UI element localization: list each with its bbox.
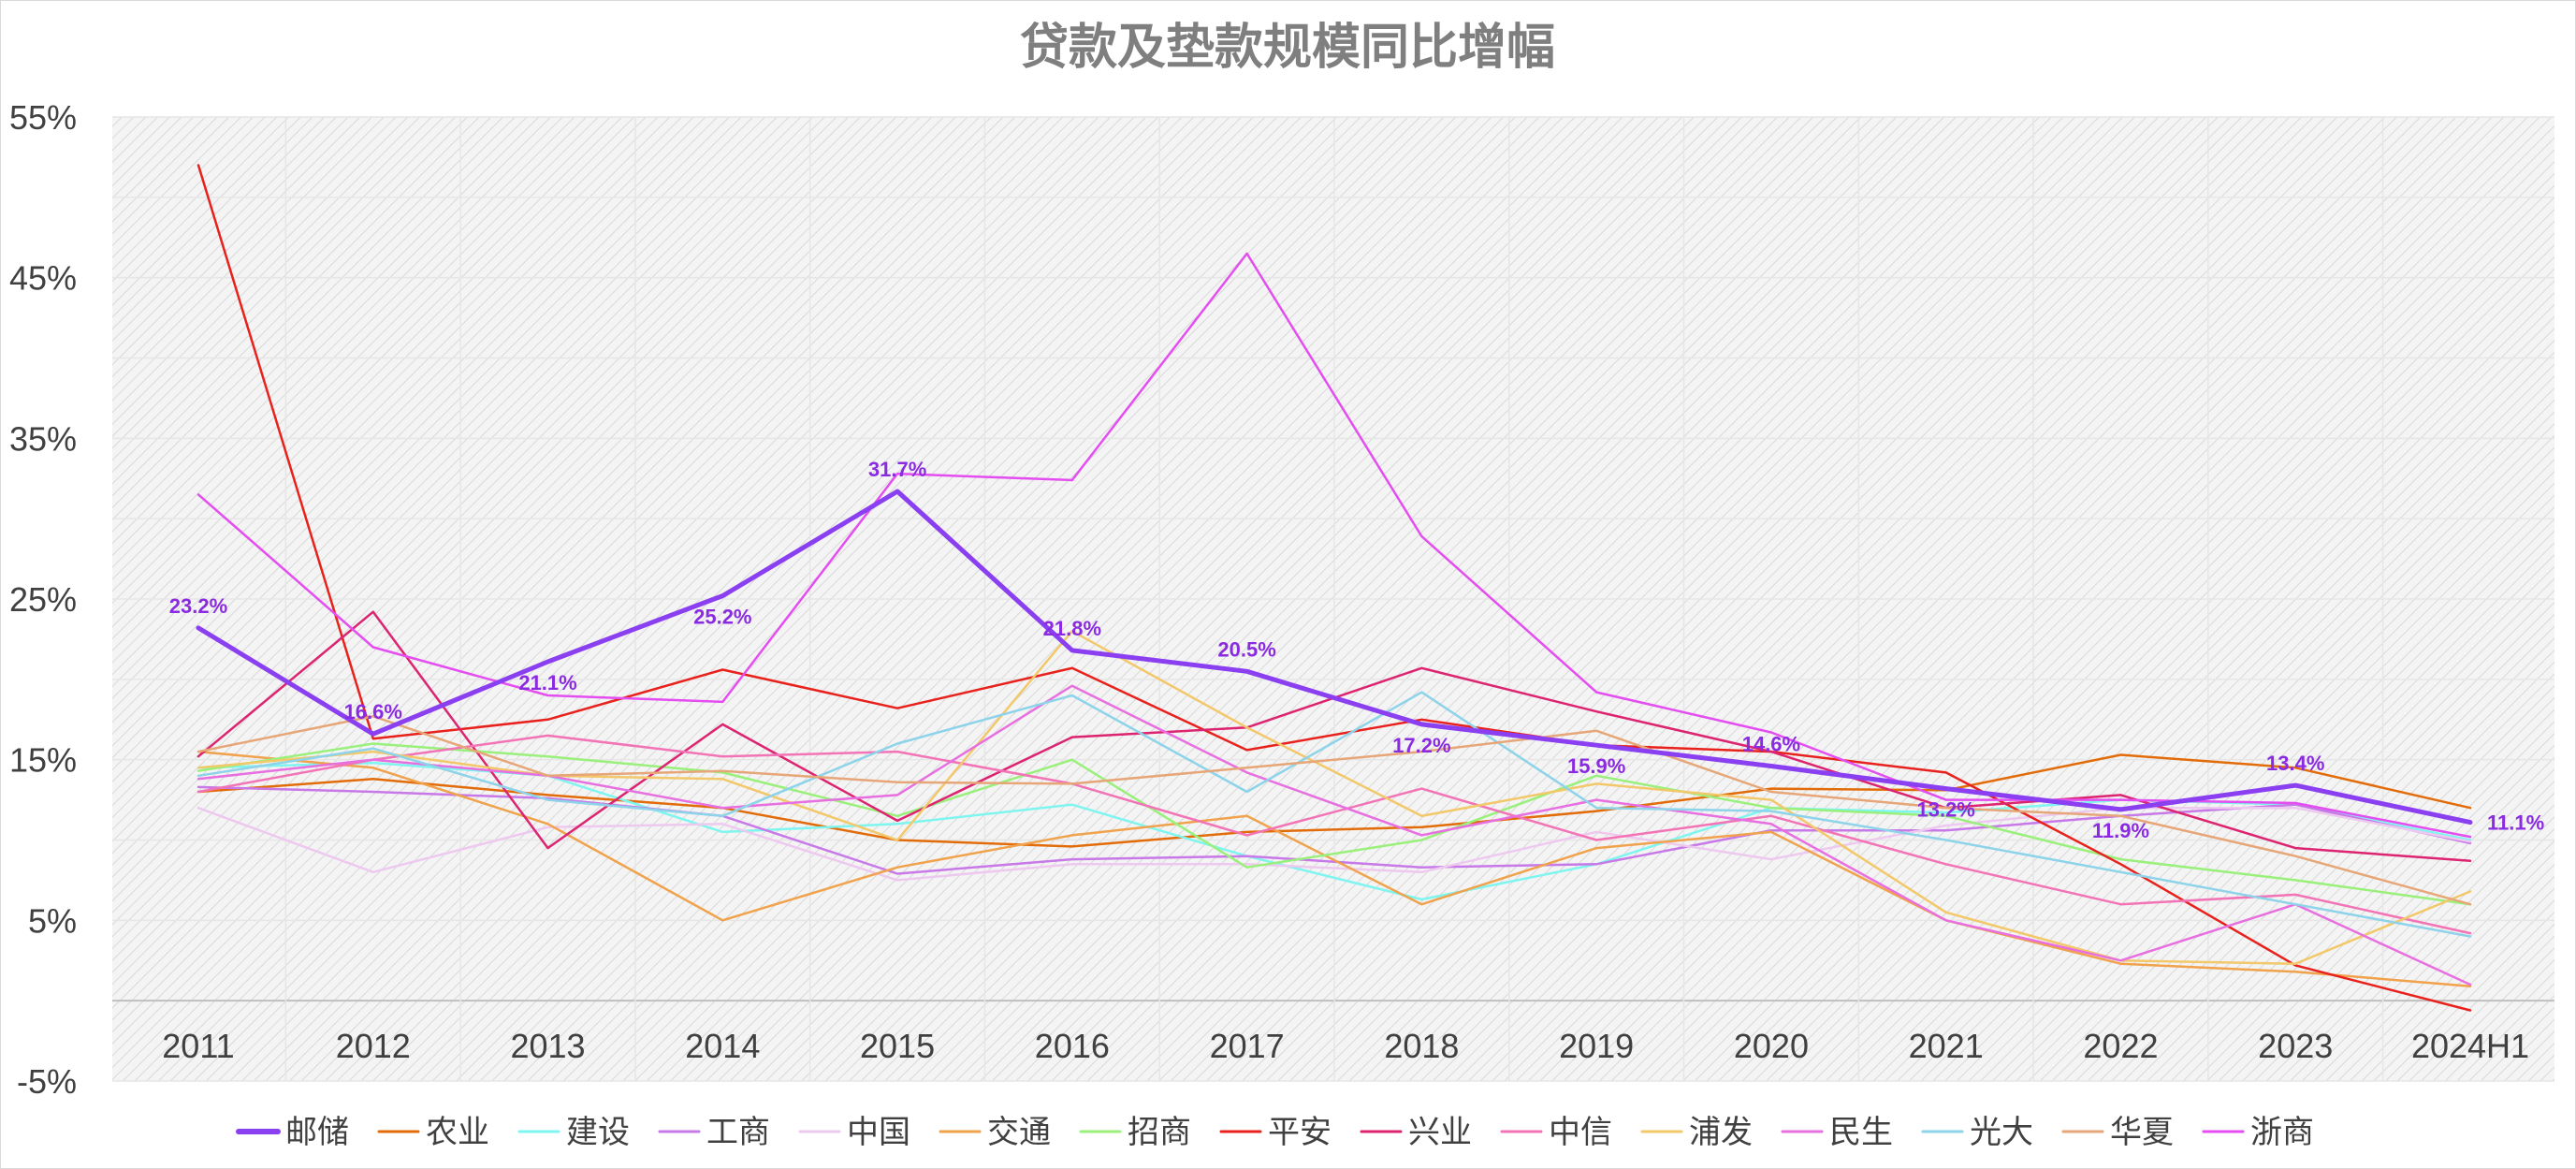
x-tick-label: 2014	[685, 1027, 760, 1065]
legend: 邮储 农业 建设 工商 中国 交通 招商 平安 兴业 中信 浦发 民生 光大 华夏 浙商	[236, 1114, 2314, 1151]
series-line-3	[196, 785, 2472, 875]
data-label: 17.2%	[1392, 734, 1450, 757]
data-label: 31.7%	[868, 458, 926, 481]
series-line-12	[196, 691, 2472, 938]
legend-label: 浦发	[1689, 1114, 1753, 1151]
y-tick-label: 45%	[9, 259, 77, 298]
x-tick-label: 2016	[1035, 1027, 1110, 1065]
data-label: 14.6%	[1742, 733, 1800, 756]
data-label: 13.2%	[1916, 798, 1974, 822]
y-tick-label: 15%	[9, 741, 77, 780]
series-line-9	[196, 734, 2472, 935]
series-line-1	[196, 753, 2472, 848]
legend-label: 兴业	[1408, 1114, 1472, 1151]
series-line-0	[196, 489, 2473, 826]
legend-label: 中信	[1549, 1114, 1612, 1151]
series-line-7	[196, 164, 2472, 1012]
series-line-13	[196, 715, 2472, 906]
y-tick-label: 35%	[9, 419, 77, 458]
x-tick-label: 2021	[1909, 1027, 1984, 1065]
legend-label: 光大	[1970, 1114, 2033, 1151]
gridlines	[112, 116, 2554, 1082]
data-label: 11.9%	[2092, 819, 2149, 842]
data-labels: 23.2% 16.6% 21.1% 25.2% 31.7% 21.8% 20.5% 17.2%…	[169, 458, 2544, 842]
data-label: 11.1%	[2487, 811, 2544, 835]
x-tick-label: 2023	[2258, 1027, 2333, 1065]
legend-label: 华夏	[2110, 1114, 2174, 1151]
x-tick-label: 2013	[510, 1027, 585, 1065]
y-tick-label: 55%	[9, 98, 77, 137]
x-axis-ticks: 2011 2012 2013 2014 2015 2016 2017 2018 2019 2020…	[162, 1027, 2529, 1065]
x-tick-label: 2017	[1210, 1027, 1285, 1065]
x-tick-label: 2015	[860, 1027, 935, 1065]
data-label: 25.2%	[693, 606, 751, 629]
series-line-2	[196, 761, 2472, 901]
legend-label: 招商	[1128, 1114, 1191, 1151]
data-label: 16.6%	[344, 700, 402, 723]
x-tick-label: 2024H1	[2411, 1027, 2529, 1065]
series-line-11	[196, 684, 2472, 986]
legend-label: 交通	[987, 1114, 1051, 1151]
y-tick-label: -5%	[17, 1062, 77, 1101]
data-label: 21.8%	[1043, 617, 1101, 640]
y-axis-ticks: 55% 45% 35% 25% 15% 5% -5%	[9, 98, 77, 1101]
data-label: 13.4%	[2266, 752, 2324, 775]
legend-label: 工商	[706, 1114, 770, 1151]
legend-label: 平安	[1268, 1114, 1332, 1151]
series-line-6	[196, 742, 2472, 906]
data-label: 23.2%	[169, 594, 227, 618]
y-tick-label: 5%	[28, 901, 77, 940]
x-tick-label: 2022	[2083, 1027, 2158, 1065]
legend-label: 建设	[566, 1114, 630, 1151]
series-lines	[196, 164, 2473, 1012]
chart-title: 贷款及垫款规模同比增幅	[1020, 20, 1555, 76]
x-tick-label: 2012	[336, 1027, 411, 1065]
series-line-14	[196, 252, 2472, 839]
data-label: 15.9%	[1567, 754, 1625, 778]
legend-label: 中国	[847, 1114, 910, 1151]
legend-label: 浙商	[2250, 1114, 2314, 1151]
x-tick-label: 2011	[162, 1027, 234, 1065]
legend-label: 邮储	[285, 1114, 349, 1151]
x-tick-label: 2020	[1734, 1027, 1809, 1065]
series-line-5	[196, 750, 2472, 987]
data-label: 21.1%	[518, 671, 576, 694]
x-tick-label: 2018	[1384, 1027, 1459, 1065]
legend-label: 农业	[426, 1114, 489, 1151]
y-tick-label: 25%	[9, 580, 77, 619]
series-line-10	[196, 630, 2472, 965]
legend-label: 民生	[1829, 1114, 1893, 1151]
x-tick-label: 2019	[1559, 1027, 1634, 1065]
data-label: 20.5%	[1217, 637, 1275, 661]
